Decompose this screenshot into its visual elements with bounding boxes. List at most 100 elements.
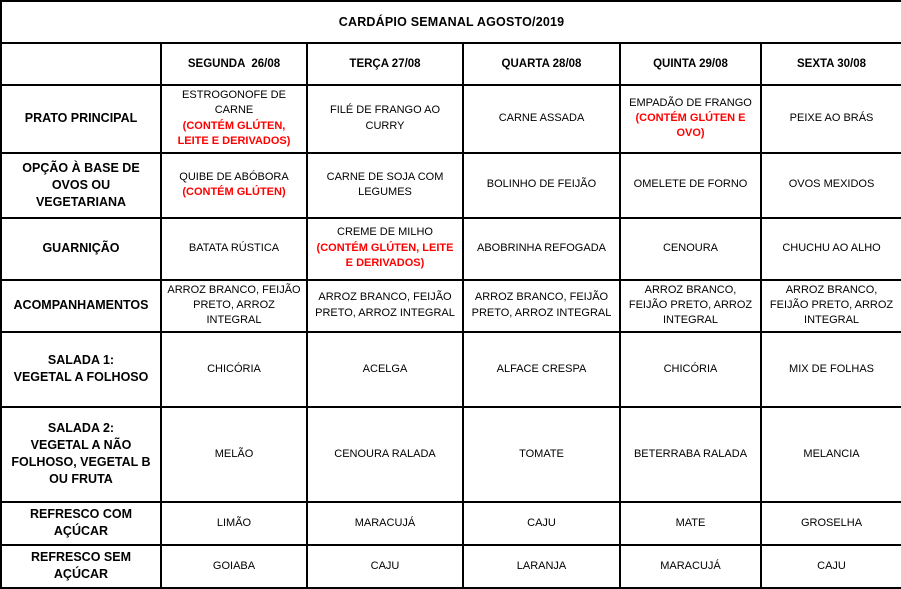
table-row: REFRESCO COM AÇÚCAR LIMÃO MARACUJÁ CAJU … [0,500,901,546]
menu-cell: ARROZ BRANCO, FEIJÃO PRETO, ARROZ INTEGR… [462,278,621,333]
cell-text: CHUCHU AO ALHO [782,241,881,254]
allergen-note: (CONTÉM GLÚTEN, LEITE E DERIVADOS) [177,119,291,148]
cell-text: ACELGA [362,362,408,375]
menu-cell: OVOS MEXIDOS [759,151,901,219]
menu-cell: CENOURA RALADA [306,405,464,503]
menu-cell: BOLINHO DE FEIJÃO [462,151,621,219]
column-header-terca: TERÇA 27/08 [306,42,464,86]
menu-cell: GOIABA [160,543,308,589]
cell-text: MARACUJÁ [354,516,416,529]
cell-text: CHICÓRIA [663,362,718,375]
cell-text: ARROZ BRANCO, FEIJÃO PRETO, ARROZ INTEGR… [628,283,753,327]
cell-text: PEIXE AO BRÁS [789,112,874,125]
cell-text: ARROZ BRANCO, FEIJÃO PRETO, ARROZ INTEGR… [167,283,301,327]
cell-text: CARNE DE SOJA COM LEGUMES [326,170,444,199]
column-header-quarta: QUARTA 28/08 [462,42,621,86]
cell-text: CARNE ASSADA [498,112,585,125]
cell-text: ARROZ BRANCO, FEIJÃO PRETO, ARROZ INTEGR… [315,291,455,319]
corner-cell [0,42,162,86]
row-label-salada-2: SALADA 2: VEGETAL A NÃO FOLHOSO, VEGETAL… [0,405,162,503]
menu-cell: BATATA RÚSTICA [160,216,308,281]
menu-cell: OMELETE DE FORNO [619,151,762,219]
cell-text: MIX DE FOLHAS [789,362,875,375]
menu-cell: ACELGA [306,330,464,408]
cell-text: GOIABA [212,559,256,572]
table-row: SALADA 2: VEGETAL A NÃO FOLHOSO, VEGETAL… [0,405,901,503]
column-header-sexta: SEXTA 30/08 [759,42,901,86]
cell-text: OMELETE DE FORNO [633,178,748,191]
cell-text: ALFACE CRESPA [496,362,587,375]
row-label-guarnicao: GUARNIÇÃO [0,216,162,281]
cell-text: CENOURA [662,241,718,254]
menu-cell: CENOURA [619,216,762,281]
row-label-prato-principal: PRATO PRINCIPAL [0,84,162,154]
cell-text: MATE [675,516,706,529]
cell-text: GROSELHA [800,516,863,529]
row-label-acompanhamentos: ACOMPANHAMENTOS [0,278,162,333]
menu-cell: GROSELHA [759,500,901,546]
cell-text: LARANJA [516,559,567,572]
menu-cell: CARNE ASSADA [462,84,621,154]
cell-text: BATATA RÚSTICA [188,241,280,254]
menu-cell: ARROZ BRANCO, FEIJÃO PRETO, ARROZ INTEGR… [619,278,762,333]
menu-cell: MATE [619,500,762,546]
column-header-quinta: QUINTA 29/08 [619,42,762,86]
table-row: OPÇÃO À BASE DE OVOS OU VEGETARIANA QUIB… [0,151,901,219]
cell-text: ESTROGONOFE DE CARNE [182,89,286,117]
menu-cell: ALFACE CRESPA [462,330,621,408]
cell-text: LIMÃO [216,516,252,529]
cell-text: CHICÓRIA [207,362,261,375]
page-title: CARDÁPIO SEMANAL AGOSTO/2019 [0,0,901,44]
cell-text: MARACUJÁ [660,559,721,572]
cell-text: CREME DE MILHO [337,226,433,239]
cell-text: CENOURA RALADA [334,447,436,460]
cell-text: OVOS MEXIDOS [788,178,875,191]
row-label-opcao-ovos-vegetariana: OPÇÃO À BASE DE OVOS OU VEGETARIANA [0,151,162,219]
menu-cell: LIMÃO [160,500,308,546]
menu-cell: CHICÓRIA [160,330,308,408]
menu-cell: PEIXE AO BRÁS [759,84,901,154]
row-label-refresco-com-acucar: REFRESCO COM AÇÚCAR [0,500,162,546]
column-header-segunda: SEGUNDA 26/08 [160,42,308,86]
menu-cell: CREME DE MILHO (CONTÉM GLÚTEN, LEITE E D… [306,216,464,281]
menu-cell: TOMATE [462,405,621,503]
cell-text: BOLINHO DE FEIJÃO [486,178,597,191]
allergen-note: (CONTÉM GLÚTEN, LEITE E DERIVADOS) [316,241,454,270]
cell-text: MELANCIA [803,447,860,460]
row-label-salada-1: SALADA 1: VEGETAL A FOLHOSO [0,330,162,408]
allergen-note: (CONTÉM GLÚTEN E OVO) [635,112,746,140]
cell-text: CAJU [527,516,556,529]
menu-cell: ESTROGONOFE DE CARNE (CONTÉM GLÚTEN, LEI… [160,84,308,154]
menu-cell: MELÃO [160,405,308,503]
menu-cell: CAJU [759,543,901,589]
cell-text: FILÉ DE FRANGO AO CURRY [329,104,441,132]
menu-cell: ARROZ BRANCO, FEIJÃO PRETO, ARROZ INTEGR… [759,278,901,333]
menu-cell: CAJU [462,500,621,546]
menu-cell: MELANCIA [759,405,901,503]
menu-cell: MARACUJÁ [619,543,762,589]
menu-cell: LARANJA [462,543,621,589]
menu-cell: BETERRABA RALADA [619,405,762,503]
cell-text: EMPADÃO DE FRANGO [629,96,752,109]
table-row: GUARNIÇÃO BATATA RÚSTICA CREME DE MILHO … [0,216,901,281]
cell-text: BETERRABA RALADA [633,447,748,460]
menu-cell: FILÉ DE FRANGO AO CURRY [306,84,464,154]
menu-cell: EMPADÃO DE FRANGO (CONTÉM GLÚTEN E OVO) [619,84,762,154]
menu-cell: CARNE DE SOJA COM LEGUMES [306,151,464,219]
row-label-refresco-sem-acucar: REFRESCO SEM AÇÚCAR [0,543,162,589]
table-row: CARDÁPIO SEMANAL AGOSTO/2019 [0,0,901,44]
cell-text: TOMATE [519,447,564,460]
table-row: ACOMPANHAMENTOS ARROZ BRANCO, FEIJÃO PRE… [0,278,901,333]
table-row: REFRESCO SEM AÇÚCAR GOIABA CAJU LARANJA … [0,543,901,589]
menu-cell: MARACUJÁ [306,500,464,546]
cell-text: ARROZ BRANCO, FEIJÃO PRETO, ARROZ INTEGR… [471,291,612,319]
menu-cell: ARROZ BRANCO, FEIJÃO PRETO, ARROZ INTEGR… [160,278,308,333]
cell-text: CAJU [370,559,400,572]
menu-cell: CAJU [306,543,464,589]
cell-text: MELÃO [214,447,254,460]
menu-cell: QUIBE DE ABÓBORA (CONTÉM GLÚTEN) [160,151,308,219]
cell-text: QUIBE DE ABÓBORA [179,170,289,183]
table-row: PRATO PRINCIPAL ESTROGONOFE DE CARNE (CO… [0,84,901,154]
table-row: SALADA 1: VEGETAL A FOLHOSO CHICÓRIA ACE… [0,330,901,408]
